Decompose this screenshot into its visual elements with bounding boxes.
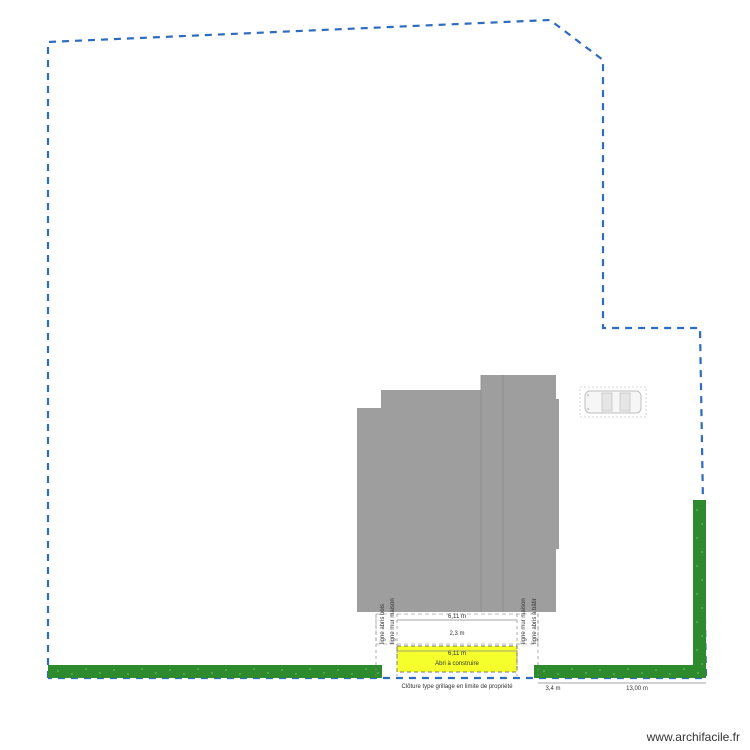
right-out-label: ligne abris à bâtir bbox=[532, 598, 538, 644]
plan-svg: 6,11 m 2,3 m 6,11 m Abri à construire li… bbox=[0, 0, 750, 750]
right-col-label: ligne mur maison bbox=[521, 598, 527, 644]
plan-canvas: 6,11 m 2,3 m 6,11 m Abri à construire li… bbox=[0, 0, 750, 750]
abri-label: Abri à construire bbox=[435, 661, 479, 667]
dim-br1: 3,4 m bbox=[545, 686, 560, 692]
parked-car-icon bbox=[580, 387, 646, 417]
watermark: www.archifacile.fr bbox=[647, 730, 740, 744]
bottom-note: Clôture type grillage en limite de propr… bbox=[401, 684, 513, 690]
abri-zone bbox=[397, 646, 517, 672]
building bbox=[357, 375, 559, 612]
dim-mid: 2,3 m bbox=[449, 631, 464, 637]
dim-top: 6,11 m bbox=[448, 614, 466, 620]
dim-abri: 6,11 m bbox=[448, 651, 466, 657]
left-out-label: ligne abris bois bbox=[380, 604, 386, 644]
dim-br2: 13,00 m bbox=[626, 686, 648, 692]
left-col-label: ligne mur maison bbox=[390, 598, 396, 644]
